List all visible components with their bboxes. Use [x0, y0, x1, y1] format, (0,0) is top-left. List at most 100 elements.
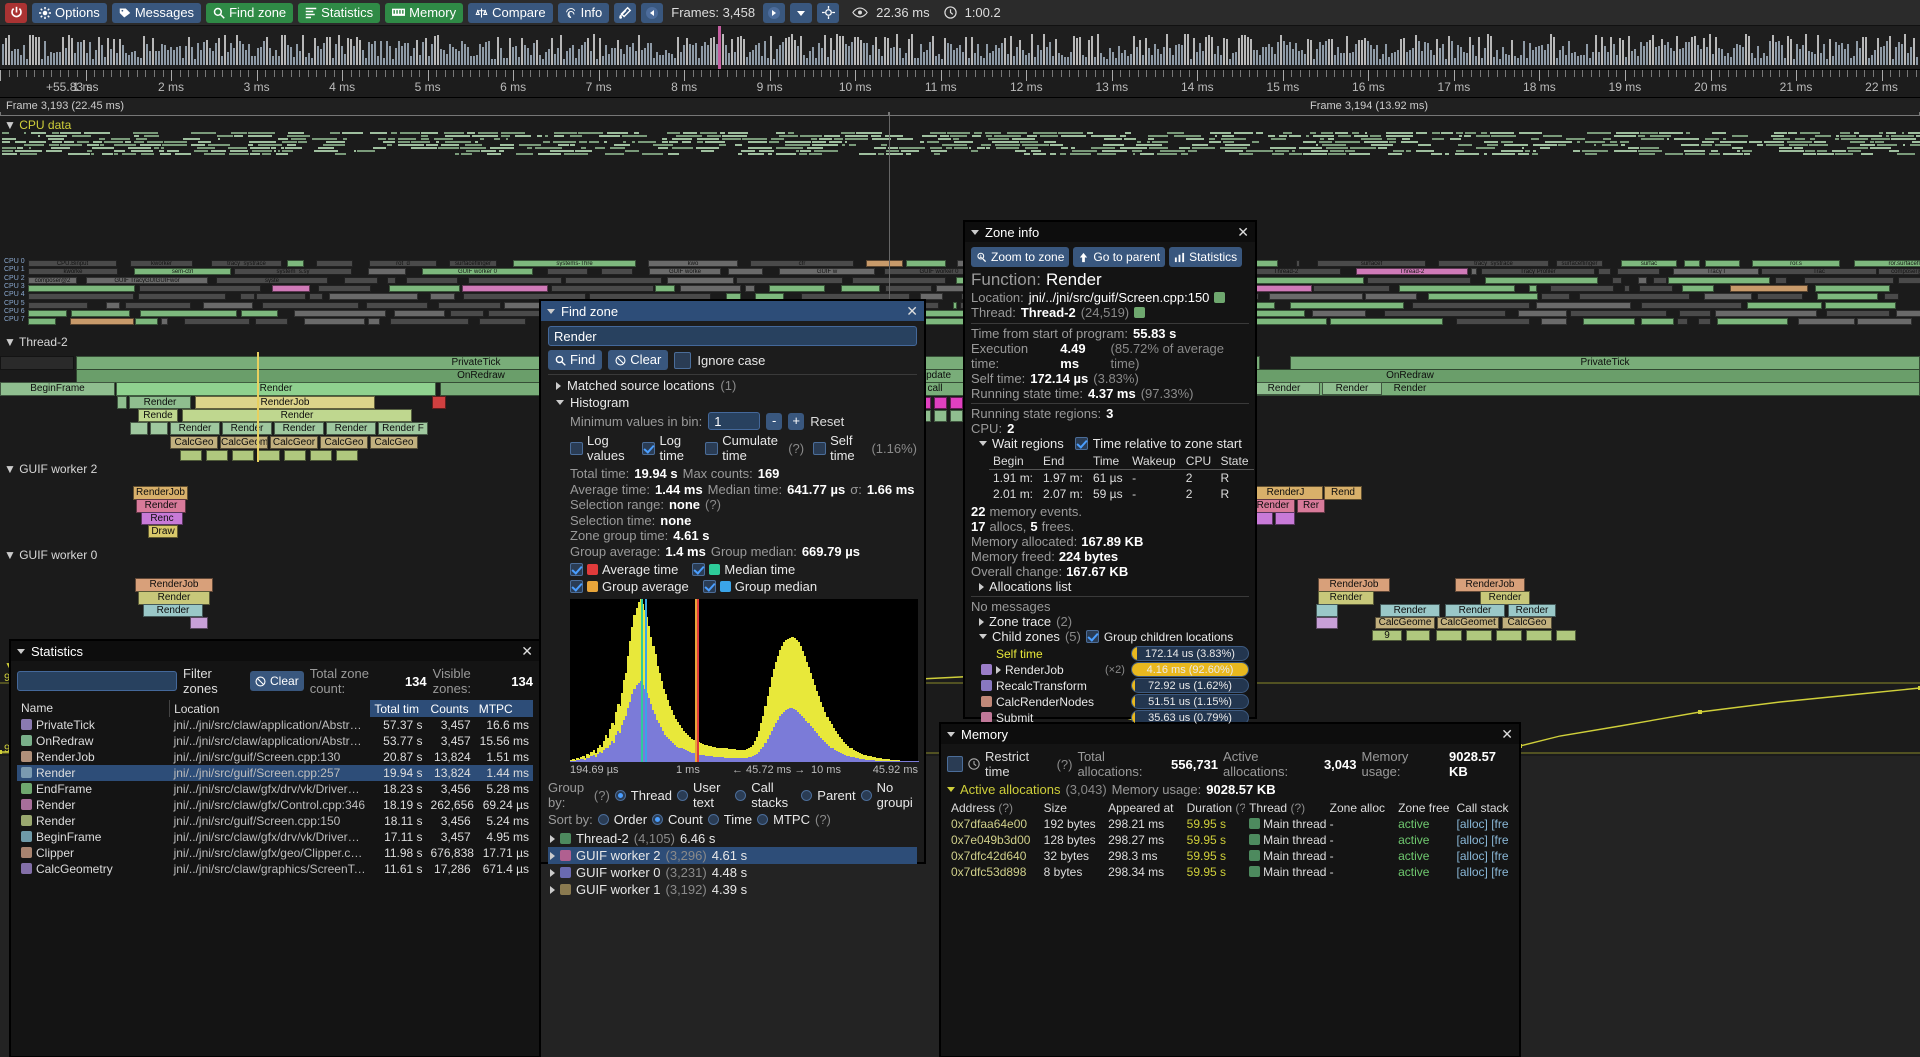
- expand-icon[interactable]: [550, 851, 555, 860]
- cpu-zone[interactable]: [1825, 301, 1896, 309]
- timeline-zone[interactable]: [950, 397, 963, 409]
- cpu-zone[interactable]: [801, 293, 910, 301]
- timeline-zone[interactable]: CalcGeor: [270, 436, 318, 449]
- cpu-zone[interactable]: [28, 318, 56, 326]
- cpu-zone[interactable]: [450, 309, 484, 317]
- timeline-zone[interactable]: [1253, 512, 1273, 525]
- min-values-decrement[interactable]: -: [766, 412, 783, 430]
- table-row[interactable]: 0x7dfaa64e00 192 bytes 298.21 ms 59.95 s Mai…: [947, 816, 1515, 832]
- timeline-zone[interactable]: [150, 422, 168, 435]
- cpu-zone[interactable]: [922, 318, 965, 326]
- timeline-zone[interactable]: PrivateTick: [1290, 356, 1920, 370]
- cpu-zone[interactable]: [655, 284, 675, 292]
- col-counts[interactable]: Counts: [426, 700, 475, 717]
- cpu-zone[interactable]: [680, 284, 741, 292]
- find-zone-panel[interactable]: Find zone ✕ Find Clear Ignore case Match…: [540, 300, 925, 897]
- sort-by-time-radio[interactable]: [707, 814, 719, 825]
- timeline-zone[interactable]: [258, 450, 280, 461]
- cpu-zone[interactable]: [1815, 284, 1890, 292]
- cpu-zone[interactable]: [667, 276, 734, 284]
- cpu-zone[interactable]: systems-Thre: [513, 260, 636, 267]
- self-time-checkbox[interactable]: [813, 441, 827, 455]
- statistics-panel[interactable]: Statistics ✕ Filter zones Clear Total zo…: [10, 640, 540, 1057]
- collapse-icon[interactable]: [556, 400, 564, 405]
- cpu-zone[interactable]: [1612, 276, 1622, 284]
- close-icon[interactable]: ✕: [521, 643, 533, 659]
- zone-info-title-bar[interactable]: Zone info ✕: [965, 222, 1255, 242]
- collapse-icon[interactable]: [979, 634, 987, 639]
- cpu-zone[interactable]: [1485, 276, 1598, 284]
- timeline-zone[interactable]: [1556, 630, 1576, 641]
- col-location[interactable]: Location: [169, 700, 371, 717]
- expand-icon[interactable]: [550, 885, 555, 894]
- cpu-zone[interactable]: [1412, 301, 1530, 309]
- cpu-zone[interactable]: GUIF worker 0: [422, 268, 533, 276]
- sort-by-mtpc-radio[interactable]: [757, 814, 769, 825]
- timeline-zone[interactable]: Render: [1248, 382, 1320, 395]
- mem-call-stack[interactable]: [alloc] [fre: [1456, 849, 1509, 863]
- cpu-zone[interactable]: [589, 293, 711, 301]
- group-by-thread-radio[interactable]: [614, 789, 626, 801]
- close-icon[interactable]: ✕: [906, 303, 918, 319]
- timeline-zone[interactable]: [1496, 630, 1522, 641]
- timeline-zone[interactable]: Render: [274, 422, 324, 435]
- cpu-zone[interactable]: [1826, 309, 1890, 317]
- matched-source-locations-row[interactable]: Matched source locations (1): [548, 378, 917, 393]
- cpu-zone[interactable]: [885, 284, 932, 292]
- collapse-icon[interactable]: [979, 441, 987, 446]
- cpu-zone[interactable]: [745, 284, 755, 292]
- min-values-increment[interactable]: +: [788, 412, 805, 430]
- stats-clear-button[interactable]: Clear: [250, 671, 304, 691]
- cpu-zone[interactable]: [1668, 276, 1770, 284]
- cpu-zone[interactable]: [125, 301, 191, 309]
- cpu-zone[interactable]: kwo: [648, 260, 738, 267]
- timeline-zone[interactable]: Render: [182, 409, 412, 422]
- cpu-zone[interactable]: [366, 301, 428, 309]
- cpu-zone[interactable]: [1817, 293, 1878, 301]
- timeline-zone[interactable]: CalcGeome: [220, 436, 268, 449]
- col-zone-free[interactable]: Zone free: [1398, 801, 1450, 815]
- group-header-guif-worker-0[interactable]: ▼ GUIF worker 0: [4, 548, 98, 562]
- cumulate-time-checkbox[interactable]: [705, 441, 719, 455]
- timeline-zone[interactable]: Render: [116, 382, 436, 396]
- timeline-zone[interactable]: Render: [136, 499, 186, 513]
- cpu-zone[interactable]: Trac: [1761, 268, 1877, 276]
- cpu-zone[interactable]: [1624, 284, 1630, 292]
- timeline-zone[interactable]: [1526, 630, 1552, 641]
- go-to-parent-button[interactable]: Go to parent: [1073, 247, 1166, 267]
- group-children-checkbox[interactable]: [1085, 630, 1099, 643]
- table-row[interactable]: 0x7dfc53d898 8 bytes 298.34 ms 59.95 s Main …: [947, 864, 1515, 880]
- timeline-zone[interactable]: [1316, 617, 1338, 629]
- statistics-title-bar[interactable]: Statistics ✕: [11, 641, 539, 661]
- timeline-zone[interactable]: Render: [1508, 604, 1556, 617]
- info-button[interactable]: Info: [557, 2, 610, 23]
- timeline-zone[interactable]: Renc: [141, 512, 183, 525]
- collapse-icon[interactable]: [947, 787, 955, 792]
- timeline-zone[interactable]: Rer: [1297, 499, 1325, 513]
- cpu-zone[interactable]: kworker: [130, 260, 193, 267]
- timeline-zone[interactable]: [190, 617, 208, 629]
- cpu-zone[interactable]: [1698, 318, 1711, 326]
- cpu-zone[interactable]: composer@2.1-se (HW: [1878, 268, 1920, 276]
- timeline-zone[interactable]: [1436, 630, 1462, 641]
- mem-call-stack[interactable]: [alloc] [fre: [1456, 865, 1509, 879]
- group-header-guif-worker-2[interactable]: ▼ GUIF worker 2: [4, 462, 98, 476]
- collapse-icon[interactable]: [17, 648, 25, 654]
- expand-icon[interactable]: [979, 582, 984, 591]
- tools-button[interactable]: [614, 2, 637, 23]
- cpu-zone[interactable]: [140, 309, 237, 317]
- timeline-zone[interactable]: 9: [1372, 630, 1402, 641]
- cpu-zone[interactable]: Tracy I: [1673, 268, 1759, 276]
- mem-address[interactable]: 0x7dfc42d640: [951, 849, 1027, 863]
- cpu-zone[interactable]: [1747, 301, 1822, 309]
- filter-zones-input[interactable]: [17, 671, 177, 691]
- child-zones-label[interactable]: Child zones: [992, 629, 1060, 644]
- find-zone-query-input[interactable]: [548, 326, 917, 346]
- child-zone-row[interactable]: Self time 172.14 us (3.83%): [981, 646, 1249, 661]
- cpu-zone[interactable]: [1456, 318, 1530, 326]
- frames-dropdown-button[interactable]: [790, 2, 813, 23]
- cpu-zone[interactable]: [1330, 318, 1443, 326]
- cpu-zone[interactable]: [1529, 284, 1537, 292]
- cpu-zone[interactable]: [28, 309, 67, 317]
- timeline-zone[interactable]: Render: [1322, 382, 1382, 395]
